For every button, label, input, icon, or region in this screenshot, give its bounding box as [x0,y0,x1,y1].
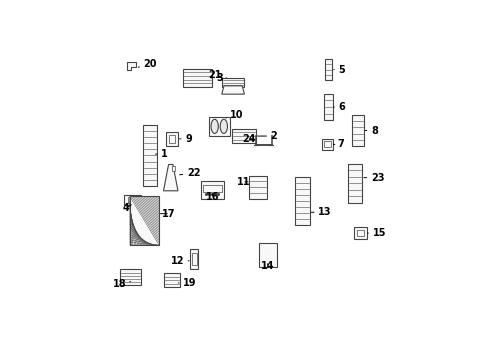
Bar [321,139,333,150]
Text: 3: 3 [211,73,223,83]
Text: 8: 8 [366,126,378,135]
Bar [249,176,267,199]
Text: 23: 23 [364,173,384,183]
Text: 22: 22 [180,168,200,179]
Text: 7: 7 [334,139,344,149]
Bar [209,117,230,136]
Ellipse shape [211,119,219,134]
Text: 20: 20 [138,59,157,69]
Bar [324,141,331,147]
Text: 16: 16 [206,192,219,202]
Bar [201,181,223,199]
Bar [169,135,175,143]
Bar [259,243,277,267]
Text: 2: 2 [258,131,277,141]
Bar [120,269,141,285]
Bar [166,132,178,146]
Bar [222,78,245,87]
Bar [124,194,141,205]
Text: 11: 11 [237,177,250,187]
Bar [172,166,175,171]
Bar [232,129,256,143]
Bar [348,164,362,203]
Text: 17: 17 [161,209,175,219]
Ellipse shape [220,119,227,134]
Bar [325,59,332,80]
Text: 24: 24 [242,134,256,144]
Bar [191,249,198,269]
Polygon shape [222,86,245,94]
Bar [130,196,159,245]
Bar [295,177,310,225]
Text: 1: 1 [155,149,168,159]
Text: 14: 14 [261,261,274,271]
Bar [203,185,222,192]
Text: 4: 4 [123,203,131,213]
Bar [192,253,196,265]
Polygon shape [164,165,178,191]
Bar [143,125,157,186]
Bar [324,94,333,120]
Text: 10: 10 [226,110,244,120]
Text: 15: 15 [368,228,386,238]
Text: 19: 19 [178,278,196,288]
Bar [357,230,364,236]
Bar [164,273,180,287]
Bar [354,227,368,239]
Bar [352,114,364,147]
Bar [182,69,212,87]
Text: 18: 18 [113,279,130,289]
Bar [128,197,137,203]
Text: 5: 5 [334,64,345,75]
Text: 21: 21 [209,70,226,80]
Text: 6: 6 [334,102,345,112]
Polygon shape [127,62,136,70]
Text: 13: 13 [311,207,332,217]
Text: 9: 9 [180,134,192,144]
Text: 12: 12 [171,256,189,266]
